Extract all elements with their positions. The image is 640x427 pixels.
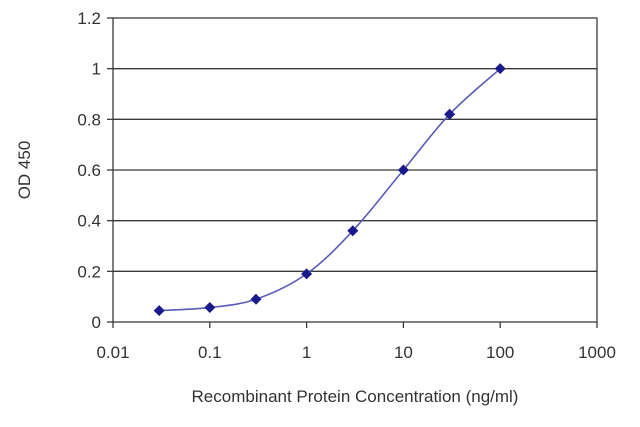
data-point-marker: [347, 225, 359, 237]
series-markers: [153, 63, 506, 317]
data-point-marker: [153, 305, 165, 317]
data-point-marker: [250, 293, 262, 305]
x-tick-label: 100: [486, 343, 514, 362]
data-point-marker: [204, 302, 216, 314]
y-tick-label: 0: [92, 313, 101, 332]
axis-ticks: [107, 17, 598, 328]
gridlines: [113, 68, 597, 272]
y-tick-label: 0.4: [77, 212, 101, 231]
x-tick-label: 0.01: [96, 343, 129, 362]
y-tick-label: 0.8: [77, 110, 101, 129]
y-tick-label: 1.2: [77, 9, 101, 28]
y-tick-label: 0.2: [77, 262, 101, 281]
data-point-marker: [397, 164, 409, 176]
x-tick-label: 1: [302, 343, 311, 362]
data-point-marker: [301, 268, 313, 280]
x-tick-label: 10: [394, 343, 413, 362]
series-line: [159, 68, 501, 312]
x-tick-label: 1000: [578, 343, 616, 362]
x-tick-label: 0.1: [198, 343, 222, 362]
data-point-marker: [494, 63, 506, 75]
x-tick-labels: 0.01 0.1 1 10 100 1000: [96, 343, 615, 362]
y-axis-title: OD 450: [15, 141, 34, 200]
y-tick-label: 1: [92, 60, 101, 79]
y-tick-label: 0.6: [77, 161, 101, 180]
data-point-marker: [444, 108, 456, 120]
y-tick-labels: 0 0.2 0.4 0.6 0.8 1 1.2: [77, 9, 101, 332]
x-axis-title: Recombinant Protein Concentration (ng/ml…: [192, 387, 519, 406]
